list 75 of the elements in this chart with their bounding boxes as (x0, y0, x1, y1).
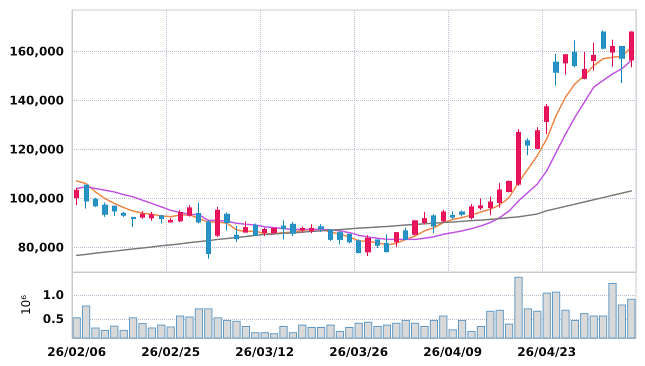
y-axis-title: 10⁶ (18, 294, 33, 316)
x-tick-label: 26/03/12 (235, 345, 294, 359)
candlestick (234, 225, 239, 242)
candlestick (384, 234, 389, 254)
candlestick (168, 217, 173, 224)
x-tick-label: 26/02/25 (141, 345, 200, 359)
y-tick-label: 100,000 (9, 192, 64, 206)
candlestick (563, 54, 568, 76)
candlestick (253, 223, 258, 237)
candlestick (243, 220, 248, 233)
candlestick (196, 202, 201, 224)
candlestick (281, 220, 286, 240)
candlestick (394, 232, 399, 248)
candlestick (131, 216, 136, 228)
candlestick (591, 42, 596, 71)
candlestick (412, 219, 418, 236)
candlestick (215, 206, 220, 238)
candlestick (84, 184, 89, 210)
candlestick (102, 202, 108, 218)
candlestick (74, 187, 79, 206)
candlestick (347, 234, 352, 244)
candlestick (535, 126, 540, 150)
candlestick (516, 128, 521, 186)
candlestick (441, 209, 446, 224)
candlestick (290, 222, 296, 237)
y-tick-label: 120,000 (9, 142, 64, 157)
candlestick (140, 210, 145, 220)
candlestick (403, 227, 408, 240)
candlestick (572, 40, 577, 68)
x-tick-label: 26/04/23 (517, 345, 576, 359)
candlestick (582, 52, 587, 80)
candlestick (525, 138, 530, 156)
y-tick-label: 160,000 (9, 44, 64, 59)
line-series (76, 190, 632, 256)
candlestick (459, 210, 465, 218)
candlestick (553, 53, 559, 86)
candlestick (271, 227, 277, 236)
candlestick (159, 214, 164, 224)
y-tick-label: 80,000 (18, 240, 64, 255)
candlestick (601, 30, 606, 50)
candlestick (365, 234, 371, 257)
candlestick (318, 224, 324, 233)
candlestick (93, 197, 98, 208)
candlestick (300, 226, 305, 234)
candlestick (497, 182, 502, 208)
candlestick (450, 211, 455, 220)
candlestick (506, 180, 512, 193)
candlestick (431, 214, 436, 234)
candlestick (206, 220, 211, 260)
candlestick (187, 204, 192, 218)
y-tick-label: 1.0 (42, 288, 64, 302)
candlestick (469, 204, 474, 220)
candlestick (356, 238, 361, 254)
candlestick (121, 212, 126, 218)
candlestick (544, 104, 549, 135)
x-tick-label: 26/04/09 (423, 345, 482, 359)
candlestick (328, 229, 333, 242)
candlestick (337, 230, 343, 245)
x-tick-label: 26/03/26 (329, 345, 388, 359)
candlestick (478, 198, 483, 210)
candlestick (309, 224, 314, 234)
candlestick (224, 212, 230, 231)
y-tick-label: 0.5 (42, 312, 64, 326)
candlestick (178, 210, 183, 223)
candlestick (112, 206, 117, 217)
candlestick (610, 39, 615, 68)
candlestick (375, 238, 380, 249)
candlestick (619, 46, 625, 84)
y-tick-label: 140,000 (9, 94, 64, 108)
candlestick (149, 212, 154, 222)
candlestick (488, 196, 493, 216)
x-tick-label: 26/02/06 (47, 345, 106, 359)
candlestick (262, 227, 267, 237)
candlestick (629, 30, 634, 68)
candlestick (422, 212, 427, 225)
